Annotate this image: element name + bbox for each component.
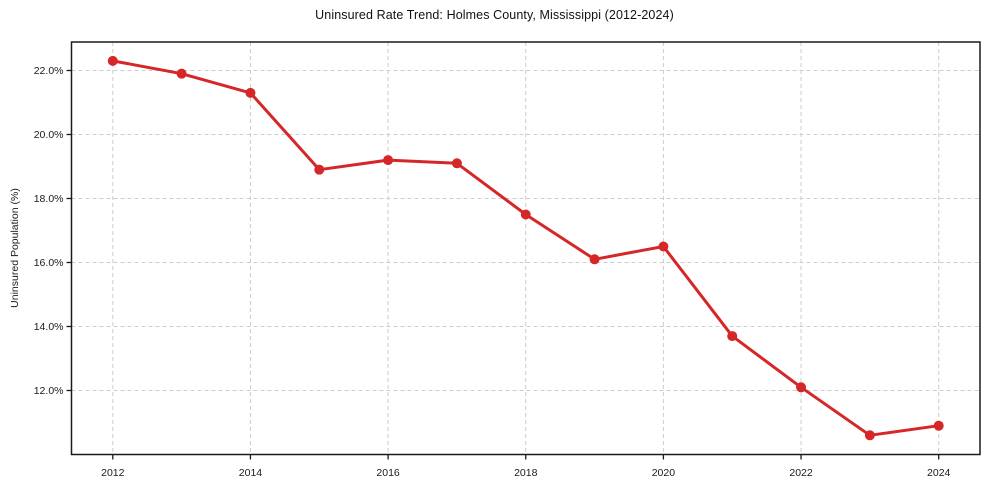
- y-tick-label: 12.0%: [34, 385, 64, 397]
- data-point: [520, 209, 531, 220]
- x-tick-label: 2024: [927, 467, 951, 479]
- x-tick-label: 2014: [239, 467, 263, 479]
- x-tick-label: 2020: [652, 467, 676, 479]
- data-point: [589, 254, 600, 265]
- data-point: [796, 382, 807, 393]
- x-tick-label: 2022: [789, 467, 813, 479]
- data-point: [727, 331, 738, 342]
- data-point: [383, 155, 394, 166]
- x-tick-label: 2016: [376, 467, 400, 479]
- data-point: [245, 87, 256, 98]
- y-tick-label: 16.0%: [34, 257, 64, 269]
- data-point: [107, 55, 118, 66]
- x-tick-label: 2012: [101, 467, 125, 479]
- y-tick-label: 20.0%: [34, 129, 64, 141]
- data-point: [314, 164, 325, 175]
- y-tick-label: 14.0%: [34, 321, 64, 333]
- data-point: [176, 68, 187, 79]
- data-point: [658, 241, 669, 252]
- y-tick-label: 22.0%: [34, 65, 64, 77]
- data-point: [451, 158, 462, 169]
- y-tick-label: 18.0%: [34, 193, 64, 205]
- chart-title: Uninsured Rate Trend: Holmes County, Mis…: [315, 8, 674, 22]
- x-tick-label: 2018: [514, 467, 538, 479]
- data-point: [864, 430, 875, 441]
- data-point: [933, 420, 944, 431]
